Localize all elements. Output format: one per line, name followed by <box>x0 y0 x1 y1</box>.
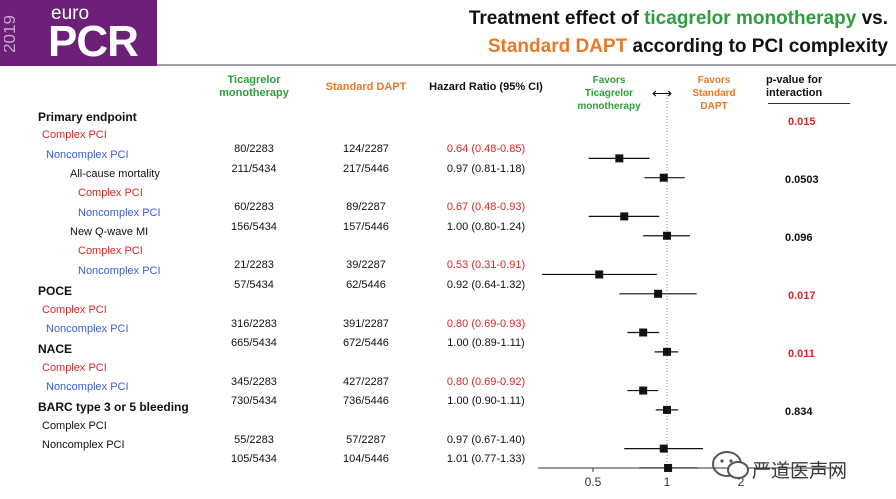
hr-point <box>664 463 673 472</box>
row-label: Noncomplex PCI <box>46 148 129 161</box>
favors-dapt: Favors Standard DAPT <box>692 75 736 112</box>
hr-point <box>663 347 671 356</box>
x-tick-label: 2 <box>738 475 745 489</box>
dapt-events-cell: 57/2287 <box>346 433 386 446</box>
logo-euro: euro <box>51 3 90 24</box>
ticagrelor-events-cell: 57/5434 <box>234 278 274 291</box>
hr-point <box>663 405 671 414</box>
col-dapt: Standard DAPT <box>325 81 407 93</box>
pvalue-interaction: 0.015 <box>788 116 816 128</box>
hr-point <box>654 289 663 298</box>
ticagrelor-events-cell: 665/5434 <box>231 336 277 349</box>
ticagrelor-events-cell: 105/5434 <box>231 452 277 465</box>
dapt-events-cell: 39/2287 <box>346 259 386 272</box>
dapt-events-cell: 89/2287 <box>346 201 386 214</box>
pvalue-underline <box>768 103 850 104</box>
ticagrelor-events-cell: 211/5434 <box>231 162 277 175</box>
slide-title-line-1: Treatment effect of ticagrelor monothera… <box>469 8 888 30</box>
ticagrelor-events-cell: 316/2283 <box>231 317 277 330</box>
dapt-events-cell: 62/5446 <box>346 278 386 291</box>
hazard-ratio-cell: 0.80 (0.69-0.92) <box>446 375 526 388</box>
dapt-events-cell: 391/2287 <box>343 317 389 330</box>
col-ticagrelor: Ticagrelor monotherapy <box>219 74 289 99</box>
hazard-ratio-cell: 1.00 (0.80-1.24) <box>446 220 526 233</box>
pvalue-interaction: 0.011 <box>788 348 815 361</box>
hazard-ratio-cell: 0.92 (0.64-1.32) <box>446 278 526 291</box>
row-label: All-cause mortality <box>70 168 160 181</box>
pvalue-interaction: 0.834 <box>785 406 813 419</box>
svg-text:2019: 2019 <box>4 15 19 53</box>
hr-point <box>659 173 668 182</box>
header-divider <box>157 64 896 66</box>
row-label: Complex PCI <box>42 361 107 374</box>
hazard-ratio-cell: 0.67 (0.48-0.93) <box>446 201 526 214</box>
row-label: POCE <box>38 284 73 299</box>
dapt-events-cell: 427/2287 <box>343 375 389 388</box>
col-pvalue: p-value for interaction <box>766 74 823 99</box>
hazard-ratio-cell: 0.97 (0.67-1.40) <box>446 433 526 446</box>
hazard-ratio-cell: 1.00 (0.89-1.11) <box>447 336 525 349</box>
row-label: Noncomplex PCI <box>46 380 129 393</box>
pvalue-interaction: 0.0503 <box>785 174 819 187</box>
hr-point <box>639 328 648 337</box>
hazard-ratio-cell: 0.97 (0.81-1.18) <box>446 162 526 175</box>
col-hazard-ratio: Hazard Ratio (95% CI) <box>429 81 543 93</box>
hr-point <box>620 212 629 221</box>
wechat-logo-icon <box>712 451 749 479</box>
title-vs: vs. <box>856 8 888 29</box>
slide-title-line-2: Standard DAPT according to PCI complexit… <box>488 36 888 58</box>
ticagrelor-events-cell: 345/2283 <box>231 375 277 388</box>
x-tick-label: 1 <box>664 475 671 489</box>
pvalue-interaction: 0.017 <box>788 290 816 303</box>
ticagrelor-events-cell: 21/2283 <box>234 259 274 272</box>
row-label: BARC type 3 or 5 bleeding <box>38 400 189 415</box>
favors-ticagrelor: Favors Ticagrelor monotherapy <box>577 75 641 112</box>
dapt-events-cell: 124/2287 <box>343 143 389 156</box>
hr-point <box>639 386 648 395</box>
hazard-ratio-cell: 1.01 (0.77-1.33) <box>446 452 526 465</box>
title-ticagrelor: ticagrelor monotherapy <box>644 8 857 29</box>
row-label: Complex PCI <box>78 187 143 200</box>
title-prefix: Treatment effect of <box>468 8 645 29</box>
dapt-events-cell: 672/5446 <box>343 336 389 349</box>
row-label: New Q-wave MI <box>70 226 149 239</box>
ticagrelor-events-cell: 730/5434 <box>231 394 277 407</box>
hr-point <box>663 231 671 240</box>
hazard-ratio-cell: 0.80 (0.69-0.93) <box>446 317 526 330</box>
dapt-events-cell: 217/5446 <box>343 162 389 175</box>
dapt-events-cell: 104/5446 <box>343 452 389 465</box>
hazard-ratio-cell: 0.53 (0.31-0.91) <box>446 259 526 272</box>
row-label: Complex PCI <box>42 303 107 316</box>
hr-point <box>659 444 668 453</box>
hr-point <box>595 270 604 279</box>
title-complexity: according to PCI complexity <box>627 36 888 57</box>
title-dapt: Standard DAPT <box>487 36 628 57</box>
ticagrelor-events-cell: 55/2283 <box>234 433 274 446</box>
watermark-text: 严道医声网 <box>752 461 848 482</box>
logo-year: 2019 <box>4 15 19 53</box>
row-label: Complex PCI <box>78 245 143 258</box>
row-label: Noncomplex PCI <box>78 206 161 219</box>
ticagrelor-events-cell: 156/5434 <box>231 220 277 233</box>
pvalue-interaction: 0.096 <box>785 232 813 245</box>
double-arrow-icon: ⟷ <box>652 85 673 101</box>
x-tick-label: 0.5 <box>585 475 602 489</box>
logo-pcr: PCR <box>48 17 139 66</box>
ticagrelor-events-cell: 80/2283 <box>234 143 274 156</box>
hazard-ratio-cell: 0.64 (0.48-0.85) <box>446 143 526 156</box>
row-label: Primary endpoint <box>38 110 137 124</box>
row-label: Complex PCI <box>42 129 107 142</box>
hazard-ratio-cell: 1.00 (0.90-1.11) <box>447 394 525 407</box>
dapt-events-cell: 157/5446 <box>343 220 389 233</box>
dapt-events-cell: 736/5446 <box>343 394 389 407</box>
row-label: Noncomplex PCI <box>42 438 125 451</box>
row-label: Noncomplex PCI <box>46 322 129 335</box>
europcr-logo: 2019 euro PCR <box>0 0 157 66</box>
row-label: NACE <box>38 342 73 357</box>
row-label: Noncomplex PCI <box>78 264 161 277</box>
row-label: Complex PCI <box>42 419 107 432</box>
hr-point <box>615 154 624 163</box>
ticagrelor-events-cell: 60/2283 <box>234 201 274 214</box>
